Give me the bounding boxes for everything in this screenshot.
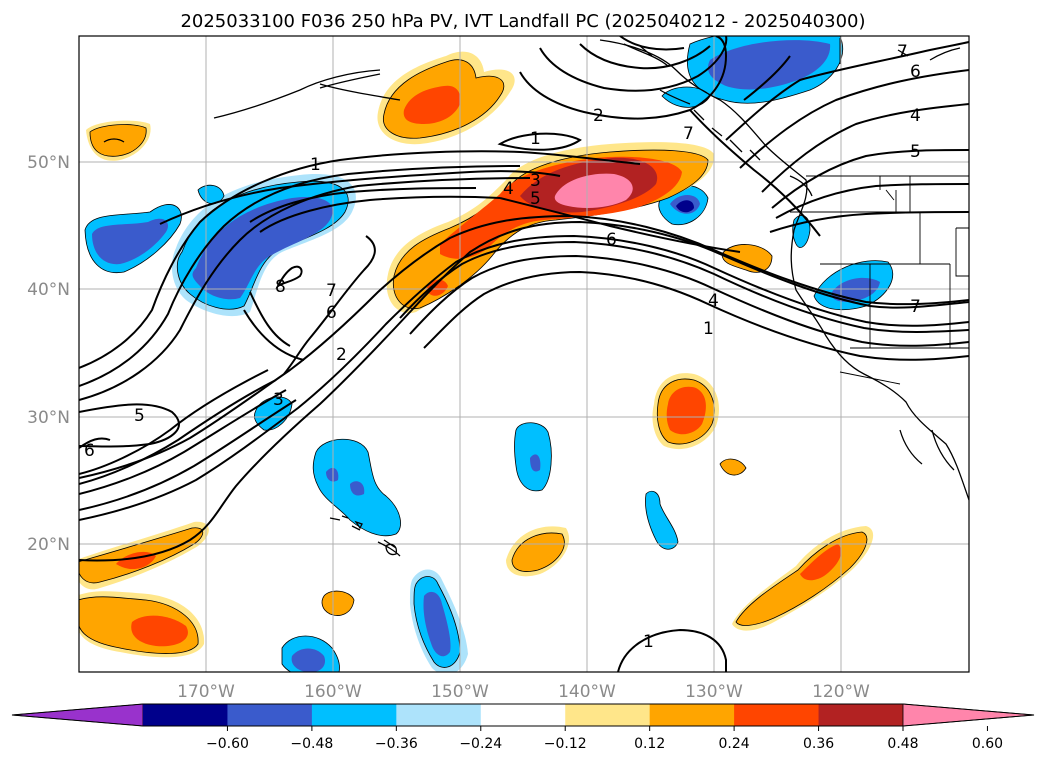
colorbar-segment [311,704,397,726]
contour-label: 1 [530,129,541,149]
colorbar-tick-label: 0.36 [803,736,834,752]
contour-label: 7 [910,297,921,317]
colorbar-tick-label: 0.48 [887,736,918,752]
contour-label: 3 [530,171,541,191]
lon-tick-label: 170°W [177,682,235,702]
colorbar-segment [227,704,313,726]
colorbar-segment [480,704,566,726]
contour-label: 1 [643,632,654,652]
contour-label: 1 [310,155,321,175]
colorbar-segment [143,704,228,726]
contour-label: 4 [503,179,514,199]
contour-label: 2 [593,106,604,126]
map-frame [78,35,970,673]
figure-title: 2025033100 F036 250 hPa PV, IVT Landfall… [180,11,865,32]
colorbar-tick-label: −0.48 [290,736,333,752]
lat-tick-label: 20°N [27,535,70,555]
colorbar-segment [396,704,482,726]
contour-label: 2 [336,345,347,365]
colorbar-tick-label: 0.60 [972,736,1003,752]
ivt-shading [79,36,893,672]
contour-label: 4 [708,291,719,311]
contour-label: 5 [910,142,921,162]
contour-labels: 7 6 4 5 2 1 1 3 4 5 6 4 1 7 8 7 6 2 3 5 … [84,42,921,652]
contour-label: 7 [897,42,908,62]
latitude-labels: 50°N 40°N 30°N 20°N [27,153,70,555]
contour-label: 6 [910,62,921,82]
contour-label: 3 [273,390,284,410]
colorbar-extend-high [902,703,1035,727]
contour-label: 8 [275,277,286,297]
contour-label: 4 [910,106,921,126]
colorbar-outline [11,703,1035,727]
lat-tick-label: 50°N [27,153,70,173]
colorbar-segment [565,704,651,726]
contour-label: 5 [134,406,145,426]
colorbar-segment [649,704,735,726]
colorbar-tick-label: 0.12 [634,736,665,752]
colorbar-tick-label: 0.24 [719,736,750,752]
lat-tick-label: 40°N [27,280,70,300]
contour-label: 6 [84,441,95,461]
lon-tick-label: 130°W [685,682,743,702]
pv-contours [79,36,969,672]
colorbar-segment [734,704,820,726]
map-panel [79,36,969,672]
contour-label: 7 [326,281,337,301]
contour-label: 6 [606,230,617,250]
contour-label: 7 [683,124,694,144]
lon-tick-label: 150°W [431,682,489,702]
lon-tick-label: 140°W [558,682,616,702]
contour-label: 1 [703,319,714,339]
colorbar-tick-label: −0.24 [459,736,502,752]
lon-tick-label: 120°W [812,682,870,702]
colorbar: −0.60 −0.48 −0.36 −0.24 −0.12 0.12 0.24 0.36 0.4… [11,703,1035,752]
colorbar-segment [818,704,904,726]
colorbar-tick-label: −0.12 [544,736,587,752]
colorbar-tick-label: −0.60 [206,736,249,752]
lon-tick-label: 160°W [304,682,362,702]
colorbar-extend-low [11,703,144,727]
contour-label: 6 [326,303,337,323]
islands [341,515,398,556]
contour-label: 5 [530,189,541,209]
longitude-labels: 170°W 160°W 150°W 140°W 130°W 120°W [177,682,870,702]
colorbar-tick-label: −0.36 [375,736,418,752]
lat-tick-label: 30°N [27,408,70,428]
graticule [79,36,969,672]
